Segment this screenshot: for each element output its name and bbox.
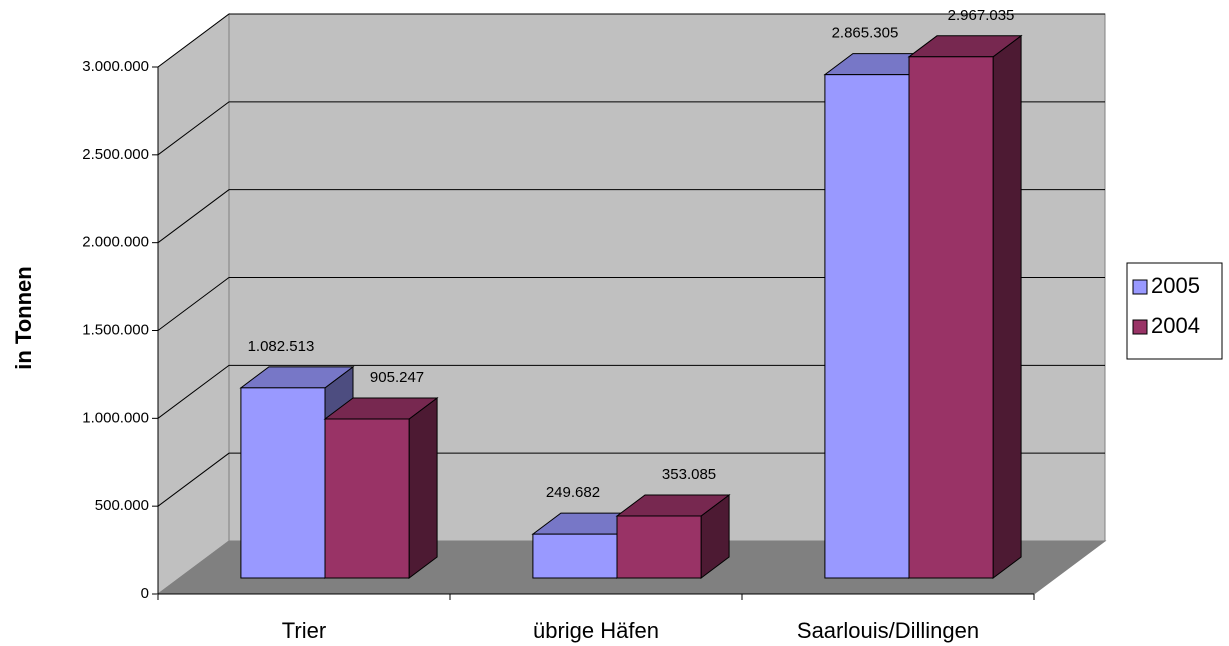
y-tick-label: 3.000.000 <box>82 58 149 75</box>
bar-side <box>992 34 1022 579</box>
value-label: 2.967.035 <box>948 7 1015 24</box>
value-label: 2.865.305 <box>832 25 899 42</box>
y-tick-label: 2.500.000 <box>82 146 149 163</box>
legend-swatch <box>1132 279 1148 295</box>
bar-side <box>408 396 438 579</box>
bar-front <box>324 418 410 579</box>
x-tick-label: Trier <box>282 618 326 643</box>
y-axis-title: in Tonnen <box>11 266 36 369</box>
grid-line <box>157 101 1105 156</box>
grid-line <box>157 277 1105 331</box>
legend-label: 2004 <box>1151 313 1200 338</box>
value-label: 249.682 <box>546 484 600 501</box>
y-tick-label: 2.000.000 <box>82 234 149 251</box>
bar <box>907 34 1023 579</box>
bar <box>615 493 731 579</box>
y-tick-label: 1.500.000 <box>82 321 149 338</box>
y-tick-label: 500.000 <box>95 497 149 514</box>
legend-swatch <box>1132 319 1148 335</box>
x-tick-label: Saarlouis/Dillingen <box>797 618 979 643</box>
value-label: 905.247 <box>370 369 424 386</box>
value-label: 1.082.513 <box>248 338 315 355</box>
bar-front <box>616 515 702 579</box>
bar <box>323 396 439 579</box>
bar-front <box>240 387 326 579</box>
y-tick-label: 0 <box>141 585 149 602</box>
x-tick-label: übrige Häfen <box>533 618 659 643</box>
legend-label: 2005 <box>1151 273 1200 298</box>
bar-front <box>532 533 618 579</box>
y-tick-label: 1.000.000 <box>82 409 149 426</box>
grid-line <box>157 189 1105 244</box>
grid-line <box>157 452 1105 507</box>
value-label: 353.085 <box>662 466 716 483</box>
grid-line <box>157 13 1105 68</box>
legend-box <box>1126 262 1223 360</box>
bar-front <box>824 74 910 579</box>
bar-front <box>908 56 994 579</box>
grid-line <box>157 364 1105 419</box>
